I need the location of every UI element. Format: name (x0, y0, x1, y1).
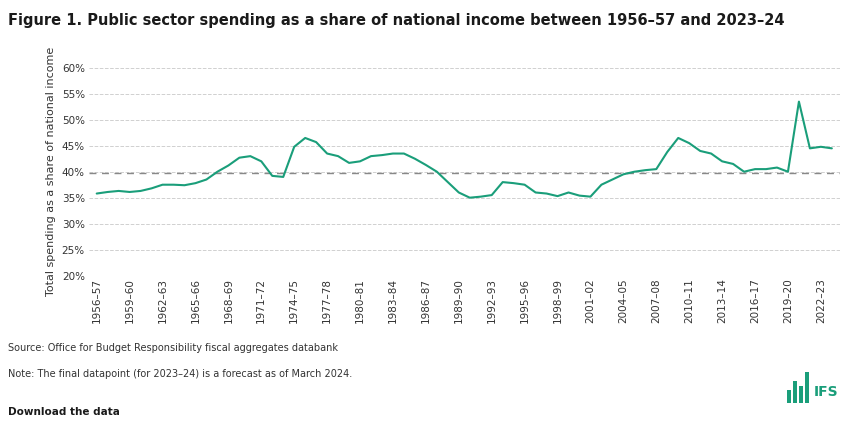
Text: Note: The final datapoint (for 2023–24) is a forecast as of March 2024.: Note: The final datapoint (for 2023–24) … (8, 369, 353, 379)
Text: Figure 1. Public sector spending as a share of national income between 1956–57 a: Figure 1. Public sector spending as a sh… (8, 13, 785, 28)
Text: Source: Office for Budget Responsibility fiscal aggregates databank: Source: Office for Budget Responsibility… (8, 343, 338, 354)
Bar (793, 381, 797, 403)
Y-axis label: Total spending as a share of national income: Total spending as a share of national in… (46, 47, 56, 296)
Text: Download the data: Download the data (8, 407, 120, 417)
Bar (799, 386, 803, 403)
Text: IFS: IFS (814, 385, 839, 399)
Bar (805, 372, 809, 403)
Bar (787, 391, 791, 403)
